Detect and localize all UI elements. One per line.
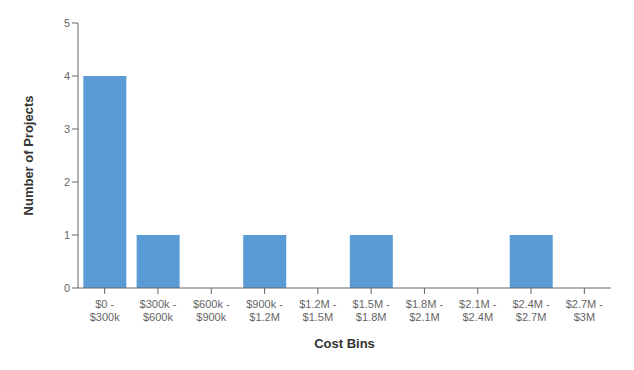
svg-text:$1.2M -$1.5M: $1.2M -$1.5M xyxy=(299,298,337,323)
svg-text:4: 4 xyxy=(64,70,70,82)
svg-text:$2.7M -$3M: $2.7M -$3M xyxy=(566,298,604,323)
svg-text:$1.8M -$2.1M: $1.8M -$2.1M xyxy=(406,298,444,323)
svg-text:0: 0 xyxy=(64,282,70,294)
svg-text:1: 1 xyxy=(64,229,70,241)
svg-text:2: 2 xyxy=(64,176,70,188)
svg-text:$2.4M -$2.7M: $2.4M -$2.7M xyxy=(512,298,550,323)
svg-text:5: 5 xyxy=(64,17,70,29)
svg-text:Cost Bins: Cost Bins xyxy=(314,336,375,351)
svg-text:$1.5M -$1.8M: $1.5M -$1.8M xyxy=(353,298,391,323)
svg-text:3: 3 xyxy=(64,123,70,135)
svg-text:$300k -$600k: $300k -$600k xyxy=(140,298,177,323)
svg-text:$900k -$1.2M: $900k -$1.2M xyxy=(246,298,283,323)
svg-text:$2.1M -$2.4M: $2.1M -$2.4M xyxy=(459,298,497,323)
svg-text:$0 -$300k: $0 -$300k xyxy=(90,298,120,323)
svg-text:Number of Projects: Number of Projects xyxy=(21,96,36,216)
svg-text:$600k -$900k: $600k -$900k xyxy=(193,298,230,323)
